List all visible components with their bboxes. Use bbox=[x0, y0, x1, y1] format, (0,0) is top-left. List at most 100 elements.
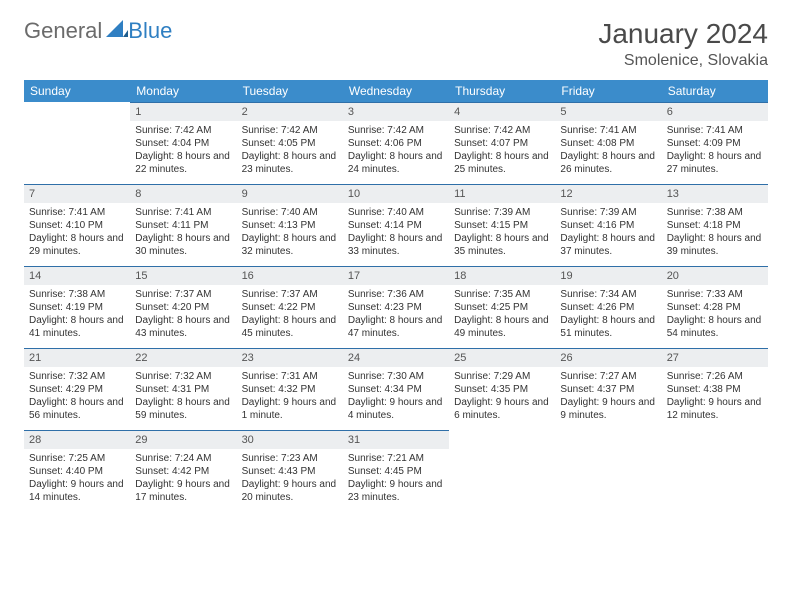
day-header: Monday bbox=[130, 80, 236, 102]
day-body: Sunrise: 7:32 AMSunset: 4:31 PMDaylight:… bbox=[130, 367, 236, 427]
day-number: 20 bbox=[662, 266, 768, 285]
day-body: Sunrise: 7:38 AMSunset: 4:18 PMDaylight:… bbox=[662, 203, 768, 263]
location: Smolenice, Slovakia bbox=[598, 52, 768, 70]
calendar-cell: 6Sunrise: 7:41 AMSunset: 4:09 PMDaylight… bbox=[662, 102, 768, 184]
logo-text-blue: Blue bbox=[128, 18, 172, 44]
day-body: Sunrise: 7:38 AMSunset: 4:19 PMDaylight:… bbox=[24, 285, 130, 345]
daylight-line: Daylight: 8 hours and 47 minutes. bbox=[348, 314, 444, 340]
sunrise-line: Sunrise: 7:41 AM bbox=[135, 206, 231, 219]
logo-sail-icon bbox=[106, 18, 128, 44]
day-number: 13 bbox=[662, 184, 768, 203]
day-body: Sunrise: 7:37 AMSunset: 4:22 PMDaylight:… bbox=[237, 285, 343, 345]
day-number: 27 bbox=[662, 348, 768, 367]
day-number: 24 bbox=[343, 348, 449, 367]
daylight-line: Daylight: 8 hours and 45 minutes. bbox=[242, 314, 338, 340]
daylight-line: Daylight: 9 hours and 20 minutes. bbox=[242, 478, 338, 504]
day-number: 4 bbox=[449, 102, 555, 121]
daylight-line: Daylight: 8 hours and 41 minutes. bbox=[29, 314, 125, 340]
daylight-line: Daylight: 8 hours and 24 minutes. bbox=[348, 150, 444, 176]
day-number: 11 bbox=[449, 184, 555, 203]
calendar-cell: 7Sunrise: 7:41 AMSunset: 4:10 PMDaylight… bbox=[24, 184, 130, 266]
calendar-cell: 17Sunrise: 7:36 AMSunset: 4:23 PMDayligh… bbox=[343, 266, 449, 348]
day-body bbox=[555, 449, 661, 457]
daylight-line: Daylight: 8 hours and 23 minutes. bbox=[242, 150, 338, 176]
calendar-cell: 30Sunrise: 7:23 AMSunset: 4:43 PMDayligh… bbox=[237, 430, 343, 512]
calendar-cell: 4Sunrise: 7:42 AMSunset: 4:07 PMDaylight… bbox=[449, 102, 555, 184]
title-block: January 2024 Smolenice, Slovakia bbox=[598, 18, 768, 70]
daylight-line: Daylight: 9 hours and 17 minutes. bbox=[135, 478, 231, 504]
day-body: Sunrise: 7:41 AMSunset: 4:08 PMDaylight:… bbox=[555, 121, 661, 181]
day-body: Sunrise: 7:32 AMSunset: 4:29 PMDaylight:… bbox=[24, 367, 130, 427]
calendar-cell: 11Sunrise: 7:39 AMSunset: 4:15 PMDayligh… bbox=[449, 184, 555, 266]
calendar-body: .1Sunrise: 7:42 AMSunset: 4:04 PMDayligh… bbox=[24, 102, 768, 512]
daylight-line: Daylight: 8 hours and 22 minutes. bbox=[135, 150, 231, 176]
sunrise-line: Sunrise: 7:39 AM bbox=[454, 206, 550, 219]
sunrise-line: Sunrise: 7:40 AM bbox=[348, 206, 444, 219]
sunrise-line: Sunrise: 7:32 AM bbox=[29, 370, 125, 383]
calendar-cell: 14Sunrise: 7:38 AMSunset: 4:19 PMDayligh… bbox=[24, 266, 130, 348]
day-body: Sunrise: 7:41 AMSunset: 4:10 PMDaylight:… bbox=[24, 203, 130, 263]
sunrise-line: Sunrise: 7:34 AM bbox=[560, 288, 656, 301]
calendar-cell: . bbox=[24, 102, 130, 184]
sunrise-line: Sunrise: 7:23 AM bbox=[242, 452, 338, 465]
sunrise-line: Sunrise: 7:32 AM bbox=[135, 370, 231, 383]
day-header: Sunday bbox=[24, 80, 130, 102]
day-number: 5 bbox=[555, 102, 661, 121]
sunset-line: Sunset: 4:28 PM bbox=[667, 301, 763, 314]
daylight-line: Daylight: 8 hours and 29 minutes. bbox=[29, 232, 125, 258]
sunset-line: Sunset: 4:18 PM bbox=[667, 219, 763, 232]
sunset-line: Sunset: 4:16 PM bbox=[560, 219, 656, 232]
calendar-cell: 22Sunrise: 7:32 AMSunset: 4:31 PMDayligh… bbox=[130, 348, 236, 430]
logo: General Blue bbox=[24, 18, 172, 44]
sunrise-line: Sunrise: 7:21 AM bbox=[348, 452, 444, 465]
day-number: 22 bbox=[130, 348, 236, 367]
month-title: January 2024 bbox=[598, 18, 768, 50]
sunset-line: Sunset: 4:14 PM bbox=[348, 219, 444, 232]
day-body: Sunrise: 7:25 AMSunset: 4:40 PMDaylight:… bbox=[24, 449, 130, 509]
day-body: Sunrise: 7:23 AMSunset: 4:43 PMDaylight:… bbox=[237, 449, 343, 509]
sunset-line: Sunset: 4:31 PM bbox=[135, 383, 231, 396]
day-number: 31 bbox=[343, 430, 449, 449]
sunrise-line: Sunrise: 7:36 AM bbox=[348, 288, 444, 301]
sunset-line: Sunset: 4:40 PM bbox=[29, 465, 125, 478]
sunset-line: Sunset: 4:29 PM bbox=[29, 383, 125, 396]
day-body: Sunrise: 7:35 AMSunset: 4:25 PMDaylight:… bbox=[449, 285, 555, 345]
calendar-row: .1Sunrise: 7:42 AMSunset: 4:04 PMDayligh… bbox=[24, 102, 768, 184]
sunset-line: Sunset: 4:35 PM bbox=[454, 383, 550, 396]
daylight-line: Daylight: 8 hours and 32 minutes. bbox=[242, 232, 338, 258]
sunset-line: Sunset: 4:19 PM bbox=[29, 301, 125, 314]
day-number: 6 bbox=[662, 102, 768, 121]
day-number: 1 bbox=[130, 102, 236, 121]
day-number: 10 bbox=[343, 184, 449, 203]
daylight-line: Daylight: 8 hours and 51 minutes. bbox=[560, 314, 656, 340]
sunrise-line: Sunrise: 7:24 AM bbox=[135, 452, 231, 465]
daylight-line: Daylight: 9 hours and 6 minutes. bbox=[454, 396, 550, 422]
day-number: 25 bbox=[449, 348, 555, 367]
daylight-line: Daylight: 8 hours and 33 minutes. bbox=[348, 232, 444, 258]
day-number: 2 bbox=[237, 102, 343, 121]
daylight-line: Daylight: 8 hours and 26 minutes. bbox=[560, 150, 656, 176]
day-body: Sunrise: 7:29 AMSunset: 4:35 PMDaylight:… bbox=[449, 367, 555, 427]
calendar-table: SundayMondayTuesdayWednesdayThursdayFrid… bbox=[24, 80, 768, 512]
day-body: Sunrise: 7:31 AMSunset: 4:32 PMDaylight:… bbox=[237, 367, 343, 427]
day-body: Sunrise: 7:39 AMSunset: 4:16 PMDaylight:… bbox=[555, 203, 661, 263]
sunrise-line: Sunrise: 7:42 AM bbox=[348, 124, 444, 137]
day-body: Sunrise: 7:42 AMSunset: 4:04 PMDaylight:… bbox=[130, 121, 236, 181]
day-body: Sunrise: 7:41 AMSunset: 4:11 PMDaylight:… bbox=[130, 203, 236, 263]
day-number: 30 bbox=[237, 430, 343, 449]
sunset-line: Sunset: 4:08 PM bbox=[560, 137, 656, 150]
day-body: Sunrise: 7:24 AMSunset: 4:42 PMDaylight:… bbox=[130, 449, 236, 509]
day-body: Sunrise: 7:42 AMSunset: 4:06 PMDaylight:… bbox=[343, 121, 449, 181]
daylight-line: Daylight: 8 hours and 56 minutes. bbox=[29, 396, 125, 422]
calendar-cell: . bbox=[555, 430, 661, 512]
calendar-cell: 3Sunrise: 7:42 AMSunset: 4:06 PMDaylight… bbox=[343, 102, 449, 184]
calendar-cell: 25Sunrise: 7:29 AMSunset: 4:35 PMDayligh… bbox=[449, 348, 555, 430]
sunset-line: Sunset: 4:06 PM bbox=[348, 137, 444, 150]
daylight-line: Daylight: 8 hours and 54 minutes. bbox=[667, 314, 763, 340]
sunset-line: Sunset: 4:26 PM bbox=[560, 301, 656, 314]
day-number: 17 bbox=[343, 266, 449, 285]
daylight-line: Daylight: 9 hours and 1 minute. bbox=[242, 396, 338, 422]
calendar-cell: . bbox=[662, 430, 768, 512]
calendar-cell: 12Sunrise: 7:39 AMSunset: 4:16 PMDayligh… bbox=[555, 184, 661, 266]
sunrise-line: Sunrise: 7:37 AM bbox=[135, 288, 231, 301]
